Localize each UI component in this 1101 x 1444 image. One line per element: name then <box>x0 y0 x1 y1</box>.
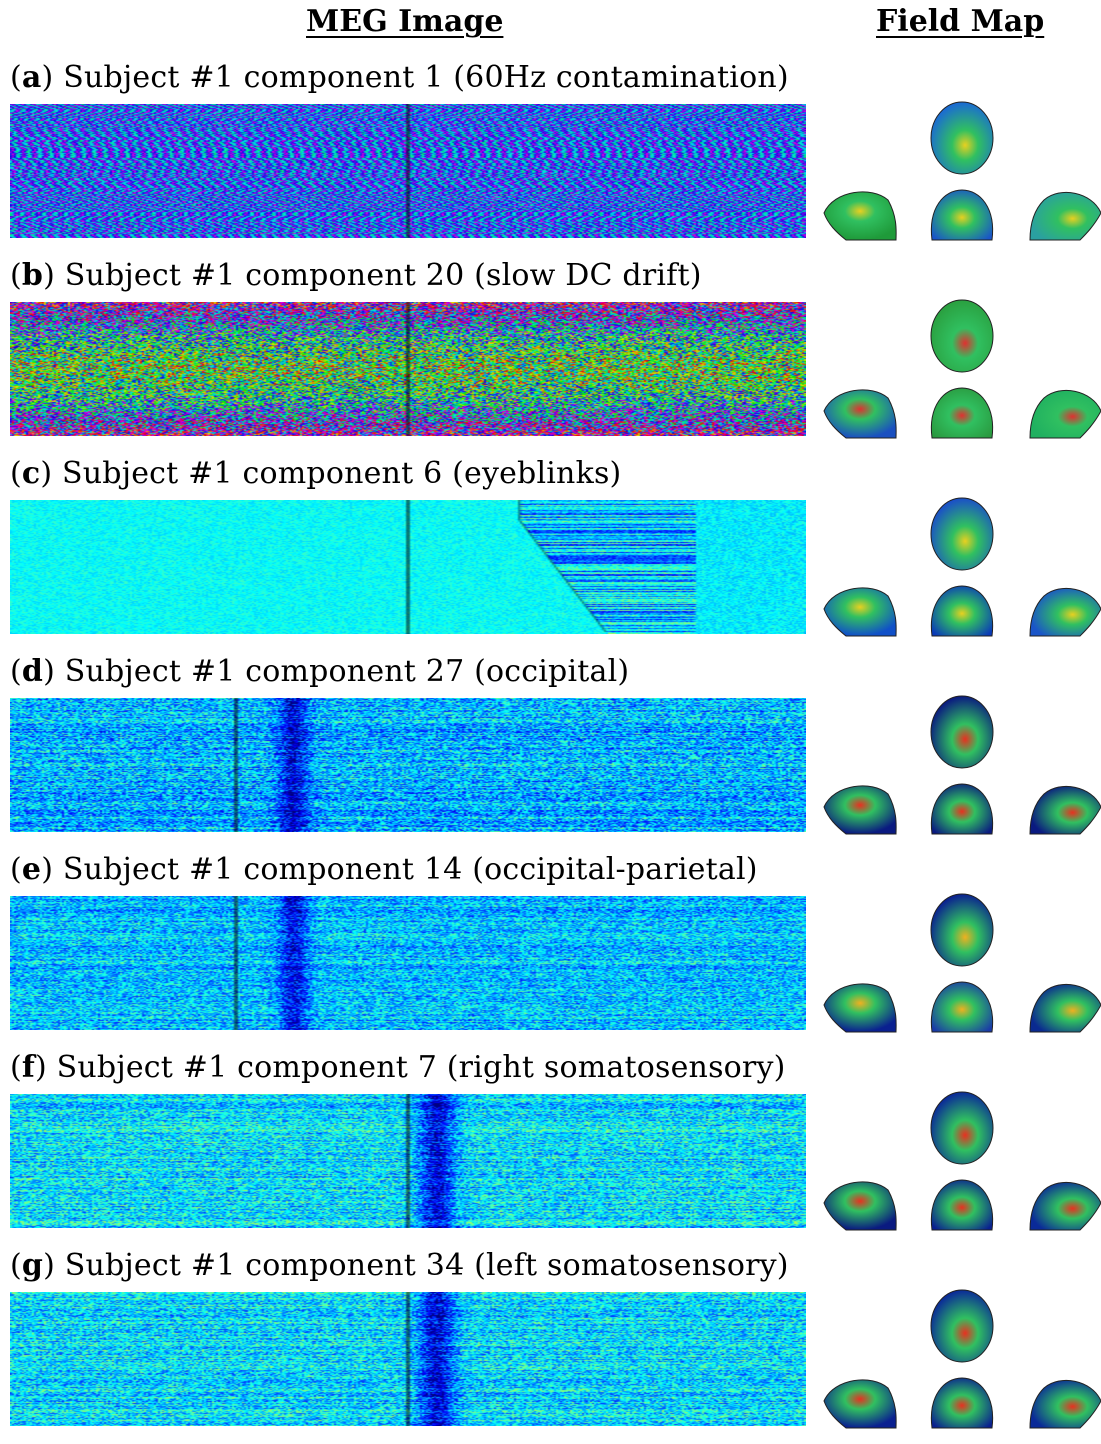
field-map-right-view <box>1029 191 1101 241</box>
field-map-top-view <box>930 893 994 967</box>
panel-caption-text: Subject #1 component 20 (slow DC drift) <box>64 258 702 293</box>
field-map <box>823 893 1101 1033</box>
figure-panel-a: (a) Subject #1 component 1 (60Hz contami… <box>0 58 1101 256</box>
panel-letter: (b) <box>10 258 65 293</box>
field-map-top-view <box>930 1091 994 1165</box>
meg-image <box>10 302 806 436</box>
field-map <box>823 101 1101 241</box>
panel-caption: (b) Subject #1 component 20 (slow DC dri… <box>10 256 702 296</box>
field-map-left-view <box>823 983 897 1033</box>
field-map <box>823 1091 1101 1231</box>
meg-image <box>10 104 806 238</box>
field-map <box>823 695 1101 835</box>
meg-image <box>10 698 806 832</box>
panel-letter: (d) <box>10 654 65 689</box>
field-map-back-view <box>930 585 994 637</box>
panel-caption: (f) Subject #1 component 7 (right somato… <box>10 1048 786 1088</box>
figure-panel-d: (d) Subject #1 component 27 (occipital) <box>0 652 1101 850</box>
field-map-back-view <box>930 981 994 1033</box>
field-map <box>823 299 1101 439</box>
field-map-top-view <box>930 695 994 769</box>
meg-image <box>10 500 806 634</box>
field-map-back-view <box>930 1179 994 1231</box>
field-map-top-view <box>930 497 994 571</box>
field-map-right-view <box>1029 389 1101 439</box>
field-map-left-view <box>823 587 897 637</box>
panel-caption-text: Subject #1 component 34 (left somatosens… <box>64 1248 789 1283</box>
field-map-top-view <box>930 1289 994 1363</box>
field-map-top-view <box>930 299 994 373</box>
panel-caption: (c) Subject #1 component 6 (eyeblinks) <box>10 454 621 494</box>
field-map-right-view <box>1029 587 1101 637</box>
field-map-right-view <box>1029 983 1101 1033</box>
field-map-left-view <box>823 191 897 241</box>
field-map-left-view <box>823 1379 897 1429</box>
meg-image <box>10 896 806 1030</box>
panel-caption-text: Subject #1 component 6 (eyeblinks) <box>62 456 622 491</box>
field-map-left-view <box>823 389 897 439</box>
field-map-back-view <box>930 189 994 241</box>
panel-caption-text: Subject #1 component 27 (occipital) <box>64 654 630 689</box>
field-map-right-view <box>1029 785 1101 835</box>
figure-panel-b: (b) Subject #1 component 20 (slow DC dri… <box>0 256 1101 454</box>
panel-letter: (g) <box>10 1248 65 1283</box>
panel-caption: (d) Subject #1 component 27 (occipital) <box>10 652 629 692</box>
meg-image <box>10 1292 806 1426</box>
meg-image <box>10 1094 806 1228</box>
figure-panel-c: (c) Subject #1 component 6 (eyeblinks) <box>0 454 1101 652</box>
panel-letter: (e) <box>10 852 63 887</box>
meg-image-header: MEG Image <box>306 4 504 39</box>
panel-letter: (f) <box>10 1050 57 1085</box>
field-map-top-view <box>930 101 994 175</box>
panel-letter: (c) <box>10 456 63 491</box>
field-map-header: Field Map <box>876 4 1045 39</box>
panel-caption-text: Subject #1 component 1 (60Hz contaminati… <box>63 60 789 95</box>
panel-caption: (g) Subject #1 component 34 (left somato… <box>10 1246 789 1286</box>
field-map-right-view <box>1029 1181 1101 1231</box>
panel-letter: (a) <box>10 60 64 95</box>
panel-caption: (a) Subject #1 component 1 (60Hz contami… <box>10 58 789 98</box>
field-map-right-view <box>1029 1379 1101 1429</box>
panel-caption-text: Subject #1 component 14 (occipital-parie… <box>62 852 758 887</box>
field-map-back-view <box>930 783 994 835</box>
field-map-left-view <box>823 1181 897 1231</box>
field-map <box>823 497 1101 637</box>
panel-caption-text: Subject #1 component 7 (right somatosens… <box>56 1050 786 1085</box>
field-map <box>823 1289 1101 1429</box>
figure-panel-g: (g) Subject #1 component 34 (left somato… <box>0 1246 1101 1444</box>
field-map-left-view <box>823 785 897 835</box>
figure-panel-f: (f) Subject #1 component 7 (right somato… <box>0 1048 1101 1246</box>
field-map-back-view <box>930 1377 994 1429</box>
panel-caption: (e) Subject #1 component 14 (occipital-p… <box>10 850 758 890</box>
figure-panel-e: (e) Subject #1 component 14 (occipital-p… <box>0 850 1101 1048</box>
field-map-back-view <box>930 387 994 439</box>
